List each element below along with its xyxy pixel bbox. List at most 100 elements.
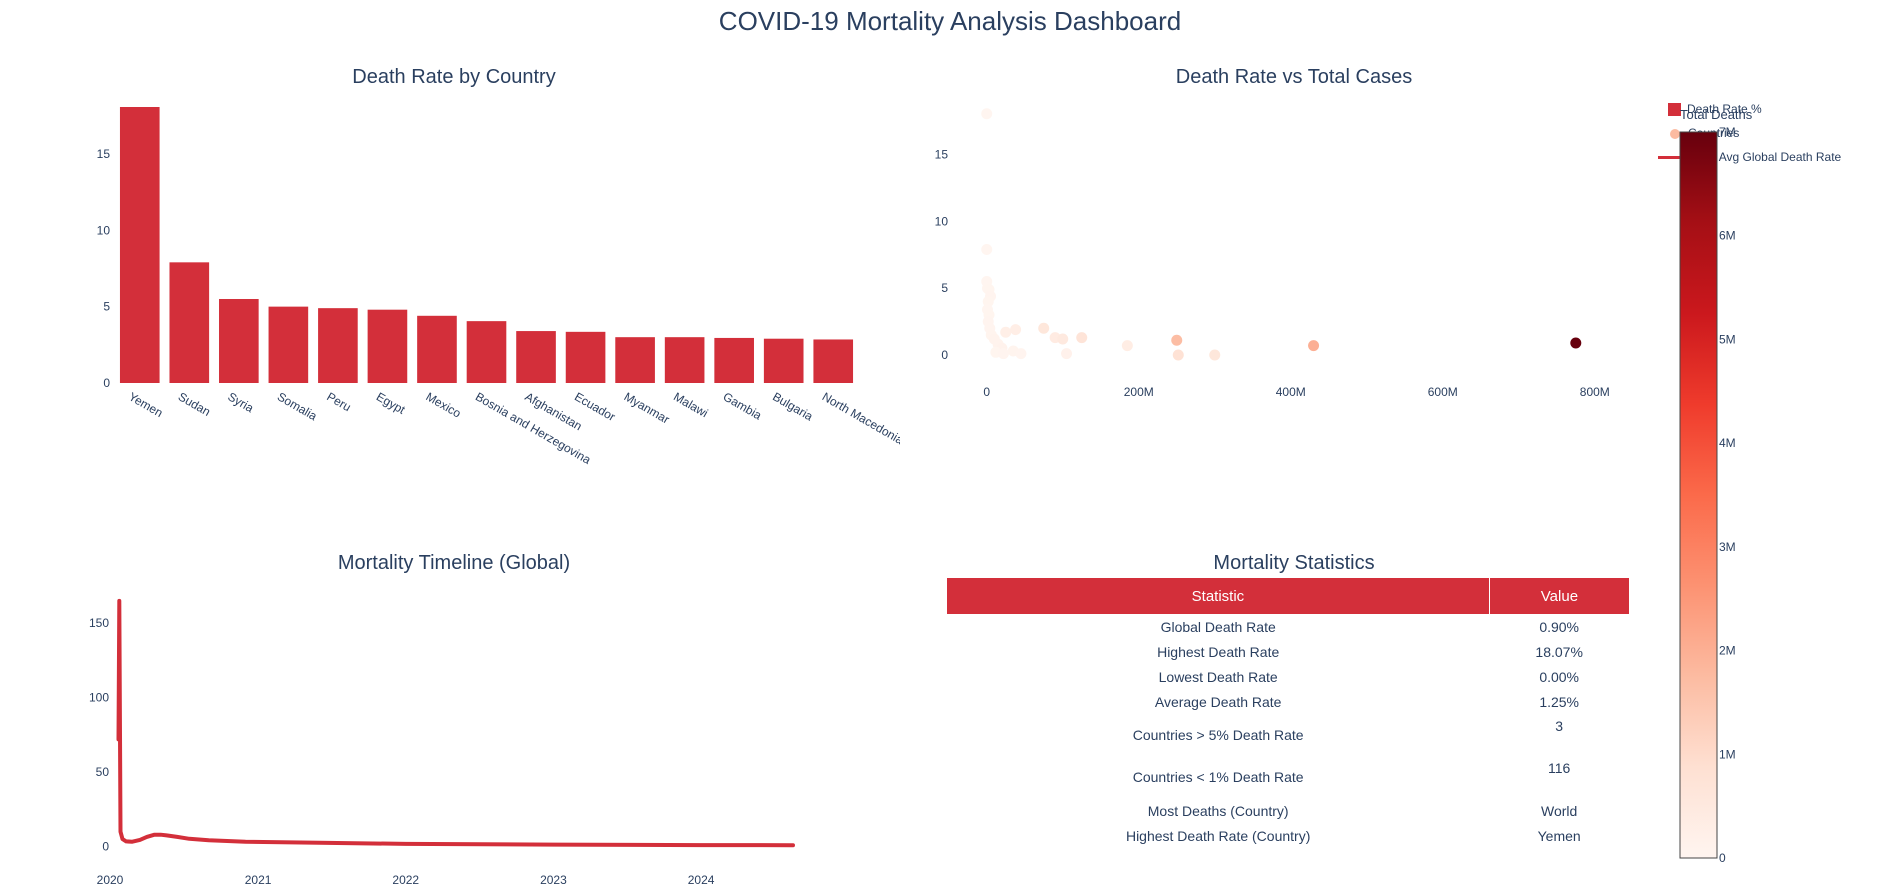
y-tick-label: 0 — [102, 840, 109, 854]
x-tick-label: 200M — [1124, 385, 1154, 399]
colorbar-tick-label: 0 — [1719, 851, 1726, 865]
scatter-chart[interactable]: 0 5 10 15 0 200M 400M 600M 800M — [900, 90, 1660, 420]
legend-label: Death Rate % — [1687, 102, 1762, 116]
legend-item-timeline[interactable]: 7-day Avg Global Death Rate — [1658, 150, 1841, 164]
row-label: Most Deaths (Country) — [1147, 802, 1289, 819]
legend-line-icon — [1658, 156, 1680, 160]
scatter-point — [997, 348, 1009, 360]
row-value: 3 — [1555, 718, 1564, 734]
x-tick-label: 400M — [1276, 385, 1306, 399]
bar — [367, 309, 408, 383]
colorbar-tick-label: 6M — [1719, 229, 1736, 243]
scatter-point — [1308, 340, 1320, 352]
legend-square-icon — [1668, 103, 1681, 117]
bar — [714, 337, 754, 383]
table-row: Most Deaths (Country) World — [947, 798, 1629, 823]
bar — [664, 337, 705, 383]
scatter-point — [1000, 326, 1012, 338]
legend-item-death-rate[interactable]: Death Rate % — [1668, 102, 1762, 117]
x-tick-label: Peru — [324, 389, 353, 414]
legend-dot-icon — [1670, 128, 1680, 139]
timeline-line — [116, 598, 795, 848]
row-label: Highest Death Rate (Country) — [1125, 827, 1311, 844]
table-header-row: Statistic Value — [947, 578, 1629, 614]
bar — [763, 338, 804, 383]
table-title: Mortality Statistics — [1213, 552, 1375, 574]
colorbar-tick-label: 7M — [1719, 125, 1736, 139]
colorbar: Total Deaths 0 1M 2M 3M 4M 5M 6M 7M — [1679, 107, 1753, 865]
table-row: Countries < 1% Death Rate 116 — [947, 756, 1629, 798]
colorbar-title: Total Deaths — [1680, 107, 1753, 122]
bar-chart[interactable]: 0 5 10 15 Yemen Sudan Syria Somalia Peru Egypt Mex… — [0, 90, 900, 480]
table-row: Highest Death Rate 18.07% — [947, 639, 1629, 664]
bar — [615, 337, 655, 383]
x-tick-label: Sudan — [176, 389, 213, 418]
x-tick-label: 2024 — [688, 873, 715, 887]
colorbar-tick-label: 1M — [1719, 747, 1736, 761]
scatter-point — [981, 108, 993, 120]
row-label: Highest Death Rate — [1157, 643, 1280, 660]
scatter-point — [1061, 348, 1073, 360]
scatter-point — [1010, 324, 1022, 336]
row-value: 18.07% — [1535, 643, 1583, 660]
scatter-point — [1038, 322, 1050, 334]
x-tick-label: 600M — [1428, 385, 1458, 399]
x-tick-label: 2023 — [540, 873, 567, 887]
x-tick-label: Bulgaria — [770, 389, 815, 423]
x-tick-label: Yemen — [126, 389, 165, 420]
bar — [417, 315, 457, 383]
x-tick-label: Egypt — [374, 389, 408, 417]
scatter-point — [981, 244, 993, 256]
y-tick-label: 100 — [89, 691, 109, 705]
table-row: Average Death Rate 1.25% — [947, 689, 1629, 714]
table-row: Global Death Rate 0.90% — [947, 614, 1629, 639]
timeline-chart-title: Mortality Timeline (Global) — [337, 552, 571, 574]
scatter-point — [1209, 349, 1221, 361]
x-tick-label: Syria — [225, 389, 256, 415]
dashboard-title: COVID-19 Mortality Analysis Dashboard — [718, 6, 1182, 36]
scatter-point — [982, 296, 994, 308]
x-tick-label: Mexico — [423, 389, 463, 420]
bar — [318, 308, 358, 383]
y-tick-label: 150 — [89, 616, 109, 630]
row-label: Countries < 1% Death Rate — [1132, 769, 1304, 785]
bar — [268, 306, 309, 383]
row-label: Average Death Rate — [1154, 693, 1282, 710]
y-tick-label: 15 — [935, 148, 949, 162]
table-row: Countries > 5% Death Rate 3 — [947, 714, 1629, 756]
row-value: 116 — [1548, 760, 1571, 776]
row-value: 1.25% — [1539, 693, 1580, 710]
row-value: Yemen — [1537, 827, 1581, 844]
scatter-point — [1570, 337, 1582, 349]
timeline-chart[interactable]: 0 50 100 150 2020 2021 2022 2023 2024 — [0, 580, 820, 893]
y-tick-label: 5 — [103, 300, 110, 314]
bar — [466, 321, 507, 383]
row-label: Global Death Rate — [1160, 618, 1276, 635]
statistics-table: Statistic Value Global Death Rate 0.90% H… — [947, 578, 1629, 848]
colorbar-tick-label: 4M — [1719, 436, 1736, 450]
scatter-point — [1121, 340, 1133, 352]
y-tick-label: 5 — [941, 281, 948, 295]
colorbar-gradient-bar — [1679, 131, 1718, 859]
bar-chart-title: Death Rate by Country — [352, 66, 556, 88]
x-tick-label: Malawi — [671, 389, 710, 420]
bar — [516, 331, 556, 383]
scatter-point — [1172, 349, 1184, 361]
table-row: Lowest Death Rate 0.00% — [947, 664, 1629, 689]
x-tick-label: 0 — [983, 385, 990, 399]
bar — [169, 262, 210, 383]
y-tick-label: 15 — [97, 147, 111, 161]
y-tick-label: 50 — [96, 765, 110, 779]
bar — [219, 298, 259, 383]
table-header-value: Value — [1489, 578, 1629, 614]
y-tick-label: 0 — [103, 376, 110, 390]
row-value: World — [1541, 802, 1578, 819]
row-label: Countries > 5% Death Rate — [1132, 727, 1304, 743]
x-tick-label: 800M — [1580, 385, 1610, 399]
x-tick-label: Gambia — [721, 389, 765, 422]
scatter-chart-title: Death Rate vs Total Cases — [1175, 66, 1413, 88]
row-label: Lowest Death Rate — [1158, 668, 1278, 685]
x-tick-label: 2021 — [245, 873, 272, 887]
scatter-point — [1057, 333, 1069, 345]
colorbar-tick-label: 2M — [1719, 644, 1736, 658]
